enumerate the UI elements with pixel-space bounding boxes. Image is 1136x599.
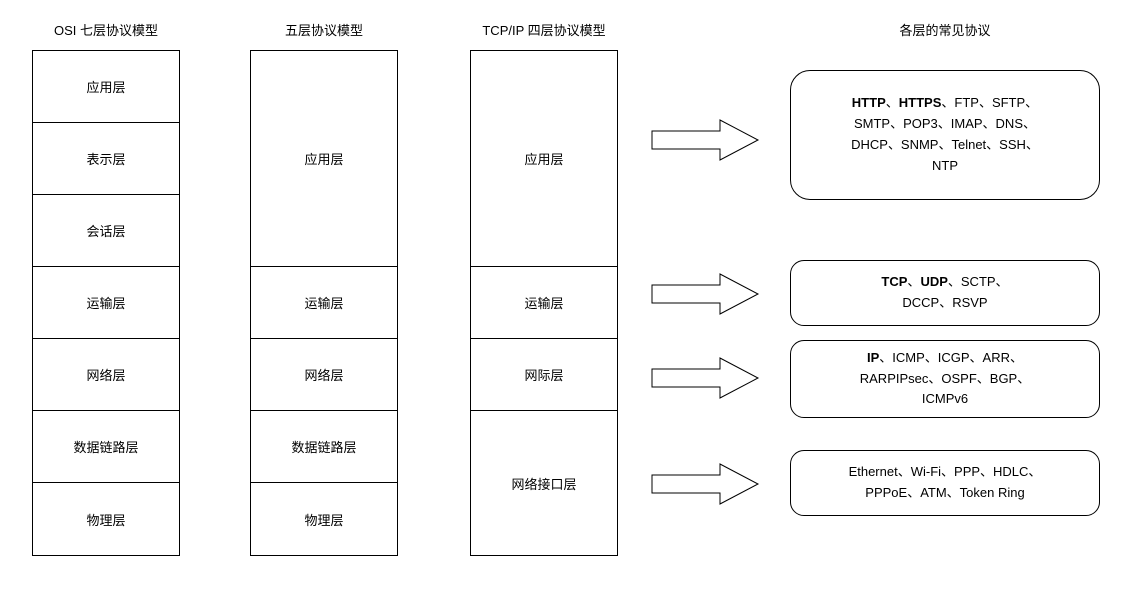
- arrow-icon: [650, 118, 760, 162]
- osi-layer: 会话层: [33, 195, 179, 267]
- protocols-application-text: HTTP、HTTPS、FTP、SFTP、SMTP、POP3、IMAP、DNS、D…: [851, 93, 1039, 176]
- tcpip-stack: 应用层 运输层 网际层 网络接口层: [470, 50, 618, 556]
- osi-layer: 应用层: [33, 51, 179, 123]
- five-layer: 物理层: [251, 483, 397, 555]
- tcpip-layer: 运输层: [471, 267, 617, 339]
- osi-title: OSI 七层协议模型: [32, 20, 180, 39]
- protocols-internet-text: IP、ICMP、ICGP、ARR、RARPIPsec、OSPF、BGP、ICMP…: [860, 348, 1030, 410]
- osi-layer: 物理层: [33, 483, 179, 555]
- tcpip-layer: 网络接口层: [471, 411, 617, 555]
- tcpip-layer: 网际层: [471, 339, 617, 411]
- protocols-title: 各层的常见协议: [790, 20, 1100, 39]
- protocols-transport: TCP、UDP、SCTP、DCCP、RSVP: [790, 260, 1100, 326]
- osi-stack: 应用层 表示层 会话层 运输层 网络层 数据链路层 物理层: [32, 50, 180, 556]
- osi-layer: 表示层: [33, 123, 179, 195]
- arrow-icon: [650, 272, 760, 316]
- five-layer: 数据链路层: [251, 411, 397, 483]
- five-layer: 应用层: [251, 51, 397, 267]
- protocols-application: HTTP、HTTPS、FTP、SFTP、SMTP、POP3、IMAP、DNS、D…: [790, 70, 1100, 200]
- osi-layer: 网络层: [33, 339, 179, 411]
- five-title: 五层协议模型: [250, 20, 398, 39]
- protocols-transport-text: TCP、UDP、SCTP、DCCP、RSVP: [881, 272, 1008, 314]
- tcpip-layer: 应用层: [471, 51, 617, 267]
- five-stack: 应用层 运输层 网络层 数据链路层 物理层: [250, 50, 398, 556]
- protocols-link: Ethernet、Wi-Fi、PPP、HDLC、PPPoE、ATM、Token …: [790, 450, 1100, 516]
- tcpip-title: TCP/IP 四层协议模型: [470, 20, 618, 39]
- osi-layer: 数据链路层: [33, 411, 179, 483]
- arrow-icon: [650, 462, 760, 506]
- five-layer: 网络层: [251, 339, 397, 411]
- protocols-internet: IP、ICMP、ICGP、ARR、RARPIPsec、OSPF、BGP、ICMP…: [790, 340, 1100, 418]
- protocols-link-text: Ethernet、Wi-Fi、PPP、HDLC、PPPoE、ATM、Token …: [849, 462, 1042, 504]
- osi-layer: 运输层: [33, 267, 179, 339]
- five-layer: 运输层: [251, 267, 397, 339]
- arrow-icon: [650, 356, 760, 400]
